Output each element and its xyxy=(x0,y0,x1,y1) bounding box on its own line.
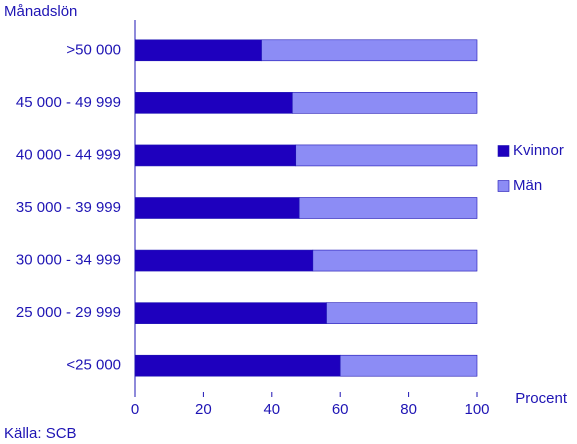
bar-segment xyxy=(295,144,478,167)
x-tick-label: 60 xyxy=(332,401,349,418)
x-axis-title: Procent xyxy=(515,390,568,407)
y-tick-label: 45 000 - 49 999 xyxy=(16,94,121,111)
bar-segment xyxy=(326,302,478,324)
bar-segment xyxy=(134,197,300,219)
y-tick-label: <25 000 xyxy=(66,357,121,374)
y-axis-title: Månadslön xyxy=(4,3,77,20)
bar-segment xyxy=(134,249,314,272)
y-tick-label: >50 000 xyxy=(66,41,121,58)
bar-segment xyxy=(339,354,478,377)
legend-label: Män xyxy=(513,177,542,194)
bar-segment xyxy=(261,39,478,62)
bar-segment xyxy=(292,92,478,114)
x-tick-label: 0 xyxy=(131,401,139,418)
bar-segment xyxy=(312,249,478,272)
x-tick-label: 40 xyxy=(263,401,280,418)
bar-segment xyxy=(134,92,293,114)
legend-swatch xyxy=(497,145,510,157)
y-tick-label: 25 000 - 29 999 xyxy=(16,304,121,321)
source: Källa: SCB xyxy=(4,425,77,442)
x-tick-label: 100 xyxy=(464,401,489,418)
y-tick-label: 30 000 - 34 999 xyxy=(16,252,121,269)
legend-swatch xyxy=(497,180,510,192)
bar-segment xyxy=(134,144,297,167)
y-tick-label: 40 000 - 44 999 xyxy=(16,146,121,163)
bar-segment xyxy=(134,39,262,62)
legend-label: Kvinnor xyxy=(513,142,564,159)
x-tick-label: 20 xyxy=(195,401,212,418)
y-tick-label: 35 000 - 39 999 xyxy=(16,199,121,216)
bar-segment xyxy=(134,354,341,377)
x-tick-label: 80 xyxy=(400,401,417,418)
bar-segment xyxy=(134,302,327,324)
bar-segment xyxy=(298,197,478,219)
